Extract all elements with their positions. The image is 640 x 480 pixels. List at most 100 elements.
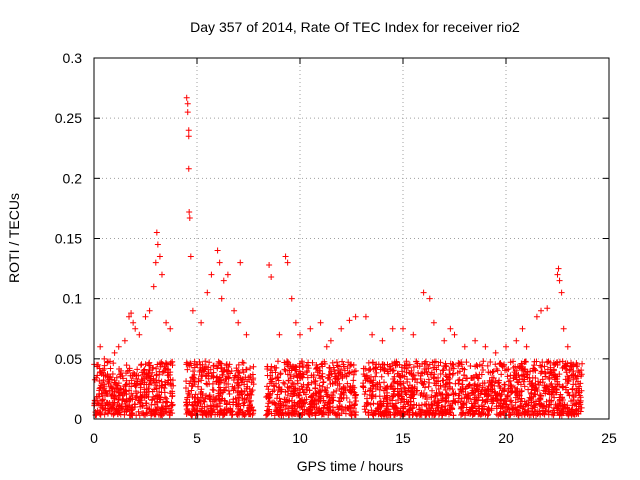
data-point xyxy=(505,378,512,385)
data-point xyxy=(548,398,555,405)
data-point xyxy=(497,396,504,403)
data-point xyxy=(169,401,176,408)
data-point xyxy=(462,385,469,392)
data-point xyxy=(513,409,520,416)
data-point xyxy=(161,385,168,392)
data-point xyxy=(218,376,225,383)
data-point xyxy=(185,165,192,172)
data-point xyxy=(237,376,244,383)
data-point xyxy=(522,408,529,415)
data-point xyxy=(380,364,387,371)
data-point xyxy=(555,265,562,272)
data-point xyxy=(235,361,242,368)
data-point xyxy=(277,407,284,414)
data-point xyxy=(325,399,332,406)
data-point xyxy=(402,403,409,410)
data-point xyxy=(396,380,403,387)
data-point xyxy=(433,366,440,373)
data-point xyxy=(104,410,111,417)
data-point xyxy=(207,366,214,373)
data-point xyxy=(397,412,404,419)
data-point xyxy=(156,253,163,260)
data-point xyxy=(151,411,158,418)
data-point xyxy=(287,362,294,369)
data-point xyxy=(456,395,463,402)
data-point xyxy=(137,362,144,369)
data-point xyxy=(317,395,324,402)
data-point xyxy=(214,373,221,380)
data-points xyxy=(91,94,586,419)
data-point xyxy=(336,403,343,410)
data-point xyxy=(139,377,146,384)
data-point xyxy=(201,365,208,372)
data-point xyxy=(438,397,445,404)
data-point xyxy=(288,295,295,302)
data-point xyxy=(350,377,357,384)
data-point xyxy=(403,358,410,365)
data-point xyxy=(563,369,570,376)
data-point xyxy=(434,400,441,407)
data-point xyxy=(345,359,352,366)
axis-ticks xyxy=(93,57,610,420)
data-point xyxy=(387,412,394,419)
data-point xyxy=(429,409,436,416)
data-point xyxy=(433,389,440,396)
data-point xyxy=(440,377,447,384)
data-point xyxy=(109,404,116,411)
data-point xyxy=(291,390,298,397)
data-point xyxy=(484,362,491,369)
data-point xyxy=(183,361,190,368)
data-point xyxy=(266,261,273,268)
data-point xyxy=(225,387,232,394)
data-point xyxy=(556,400,563,407)
data-point xyxy=(391,403,398,410)
data-point xyxy=(389,325,396,332)
data-point xyxy=(435,399,442,406)
data-point xyxy=(512,399,519,406)
data-point xyxy=(188,362,195,369)
data-point xyxy=(496,410,503,417)
data-point xyxy=(116,409,123,416)
data-point xyxy=(284,384,291,391)
data-point xyxy=(214,247,221,254)
data-point xyxy=(250,381,257,388)
data-point xyxy=(275,386,282,393)
data-point xyxy=(167,402,174,409)
data-point xyxy=(185,127,192,134)
data-point xyxy=(575,397,582,404)
data-point xyxy=(342,387,349,394)
data-point xyxy=(455,380,462,387)
data-point xyxy=(138,393,145,400)
data-point xyxy=(384,392,391,399)
data-point xyxy=(503,343,509,350)
data-point xyxy=(488,382,495,389)
data-point xyxy=(373,369,380,376)
data-point xyxy=(316,372,323,379)
data-point xyxy=(274,407,281,414)
data-point xyxy=(137,389,144,396)
data-point xyxy=(486,377,493,384)
data-point xyxy=(569,402,576,409)
data-point xyxy=(158,410,165,417)
data-point xyxy=(204,381,211,388)
data-point xyxy=(245,395,252,402)
data-point xyxy=(487,358,494,365)
data-point xyxy=(209,380,216,387)
data-point xyxy=(558,289,565,296)
data-point xyxy=(365,409,372,416)
data-point xyxy=(457,398,464,405)
data-point xyxy=(400,380,407,387)
data-point xyxy=(478,409,485,416)
data-point xyxy=(442,387,449,394)
data-point xyxy=(362,313,369,320)
data-point xyxy=(214,411,221,418)
data-point xyxy=(198,371,205,378)
data-point xyxy=(104,378,111,385)
data-point xyxy=(450,412,457,419)
data-point xyxy=(235,319,242,326)
data-point xyxy=(459,381,466,388)
data-point xyxy=(427,371,434,378)
data-point xyxy=(490,398,497,405)
data-point xyxy=(240,359,247,366)
data-point xyxy=(250,375,257,382)
